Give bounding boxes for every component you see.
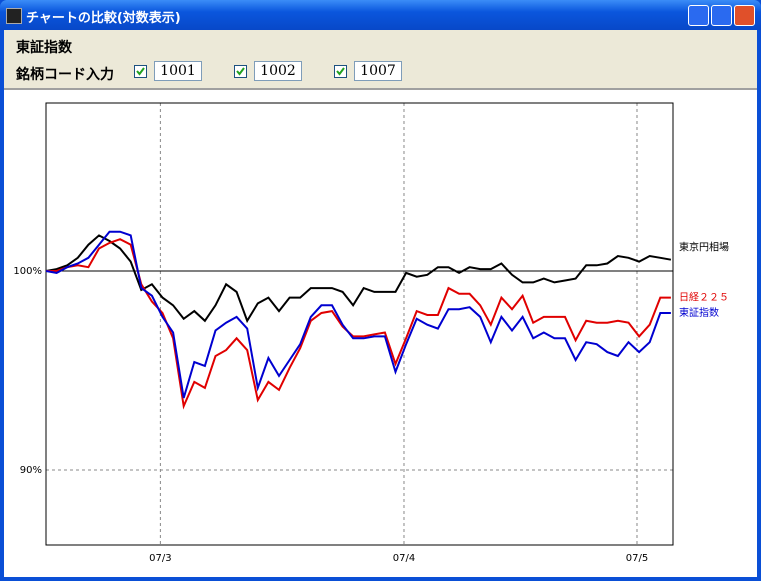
- legend-label: 東証指数: [679, 306, 719, 319]
- checkbox[interactable]: [134, 65, 147, 78]
- code-input[interactable]: 1007: [354, 61, 402, 81]
- series-line: [45, 230, 671, 399]
- series-line: [45, 234, 672, 324]
- check-mark: [236, 67, 245, 76]
- checkbox[interactable]: [334, 65, 347, 78]
- close-button[interactable]: [734, 5, 755, 26]
- x-tick-label: 07/5: [626, 553, 648, 564]
- legend-label: 東京円相場: [679, 241, 729, 254]
- y-tick-label: 100%: [13, 266, 42, 277]
- checkbox[interactable]: [234, 65, 247, 78]
- plot-frame: [45, 102, 674, 546]
- legend-label: 日経２２５: [679, 291, 729, 304]
- check-mark: [136, 67, 145, 76]
- window-title: チャートの比較(対数表示): [26, 11, 181, 26]
- client-area: 東証指数 銘柄コード入力 1001 1002 1007 90% 100% 07/3 07/…: [4, 30, 757, 577]
- check-mark: [336, 67, 345, 76]
- x-tick-label: 07/3: [149, 553, 171, 564]
- title-bar: チャートの比較(対数表示): [0, 0, 761, 30]
- chart-panel: 90% 100% 07/3 07/4 07/5 東京円相場日経２２５ 東証指数: [4, 88, 757, 577]
- maximize-button[interactable]: [711, 5, 732, 26]
- series-line: [46, 238, 671, 410]
- code-input[interactable]: 1002: [254, 61, 302, 81]
- minimize-button[interactable]: [688, 5, 709, 26]
- x-tick-label: 07/4: [393, 553, 415, 564]
- index-label: 東証指数: [16, 40, 72, 56]
- code-input-label: 銘柄コード入力: [16, 67, 114, 83]
- code-input[interactable]: 1001: [154, 61, 202, 81]
- y-tick-label: 90%: [20, 465, 42, 476]
- app-icon: [6, 8, 22, 24]
